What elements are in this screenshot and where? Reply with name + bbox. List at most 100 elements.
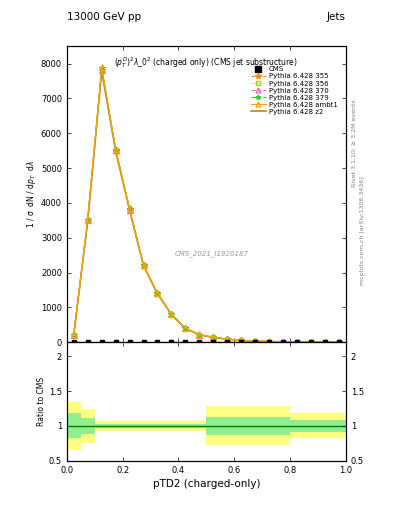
- Line: Pythia 6.428 z2: Pythia 6.428 z2: [74, 71, 339, 342]
- Pythia 6.428 356: [183, 325, 188, 331]
- Pythia 6.428 355: [99, 68, 104, 74]
- Pythia 6.428 356: [72, 332, 76, 338]
- Pythia 6.428 379: [155, 290, 160, 296]
- Pythia 6.428 379: [127, 206, 132, 212]
- Pythia 6.428 379: [85, 217, 90, 223]
- Pythia 6.428 ambt1: [197, 331, 202, 337]
- Pythia 6.428 370: [239, 337, 244, 344]
- Pythia 6.428 379: [323, 339, 327, 345]
- Line: Pythia 6.428 356: Pythia 6.428 356: [72, 66, 341, 345]
- Pythia 6.428 379: [336, 339, 341, 345]
- Pythia 6.428 370: [281, 339, 285, 345]
- Pythia 6.428 355: [253, 338, 257, 344]
- Text: 13000 GeV pp: 13000 GeV pp: [67, 12, 141, 23]
- Pythia 6.428 379: [267, 338, 272, 345]
- Pythia 6.428 379: [211, 334, 216, 340]
- Pythia 6.428 370: [295, 339, 299, 345]
- CMS: [169, 339, 174, 346]
- Pythia 6.428 ambt1: [155, 290, 160, 296]
- Text: CMS_2021_I1920187: CMS_2021_I1920187: [175, 250, 249, 257]
- Pythia 6.428 355: [267, 338, 272, 345]
- Text: Rivet 3.1.10; ≥ 3.2M events: Rivet 3.1.10; ≥ 3.2M events: [352, 99, 357, 187]
- CMS: [336, 339, 341, 346]
- Pythia 6.428 355: [323, 339, 327, 345]
- Pythia 6.428 370: [183, 325, 188, 331]
- Line: Pythia 6.428 370: Pythia 6.428 370: [71, 67, 342, 345]
- Pythia 6.428 356: [197, 332, 202, 338]
- Pythia 6.428 ambt1: [113, 145, 118, 152]
- Pythia 6.428 z2: [169, 311, 174, 317]
- Pythia 6.428 z2: [99, 68, 104, 74]
- CMS: [281, 339, 285, 346]
- Pythia 6.428 355: [169, 311, 174, 317]
- Pythia 6.428 z2: [211, 334, 216, 340]
- Pythia 6.428 z2: [239, 337, 244, 344]
- Pythia 6.428 ambt1: [253, 338, 257, 344]
- Pythia 6.428 356: [253, 338, 257, 344]
- Pythia 6.428 ambt1: [72, 331, 76, 337]
- Pythia 6.428 370: [127, 206, 132, 212]
- Line: Pythia 6.428 ambt1: Pythia 6.428 ambt1: [71, 64, 342, 345]
- CMS: [141, 339, 146, 346]
- Pythia 6.428 z2: [336, 339, 341, 345]
- Pythia 6.428 379: [113, 146, 118, 153]
- Y-axis label: Ratio to CMS: Ratio to CMS: [37, 377, 46, 426]
- CMS: [253, 339, 257, 346]
- Pythia 6.428 370: [336, 339, 341, 345]
- Pythia 6.428 355: [155, 290, 160, 296]
- Pythia 6.428 355: [295, 339, 299, 345]
- Pythia 6.428 379: [183, 325, 188, 331]
- CMS: [309, 339, 313, 346]
- Pythia 6.428 356: [127, 206, 132, 212]
- Pythia 6.428 355: [197, 332, 202, 338]
- Pythia 6.428 370: [141, 262, 146, 268]
- Pythia 6.428 356: [295, 339, 299, 345]
- Pythia 6.428 356: [309, 339, 313, 345]
- Line: Pythia 6.428 355: Pythia 6.428 355: [70, 67, 342, 346]
- Pythia 6.428 z2: [309, 339, 313, 345]
- Pythia 6.428 355: [113, 147, 118, 154]
- CMS: [211, 339, 216, 346]
- Pythia 6.428 355: [239, 337, 244, 344]
- Pythia 6.428 z2: [72, 332, 76, 338]
- Legend: CMS, Pythia 6.428 355, Pythia 6.428 356, Pythia 6.428 370, Pythia 6.428 379, Pyt: CMS, Pythia 6.428 355, Pythia 6.428 356,…: [248, 65, 340, 117]
- Pythia 6.428 356: [169, 311, 174, 317]
- Pythia 6.428 z2: [155, 291, 160, 297]
- Pythia 6.428 379: [225, 336, 230, 342]
- CMS: [183, 339, 188, 346]
- Pythia 6.428 370: [99, 67, 104, 73]
- Pythia 6.428 z2: [281, 339, 285, 345]
- Pythia 6.428 379: [72, 331, 76, 337]
- Pythia 6.428 356: [99, 66, 104, 72]
- Pythia 6.428 379: [141, 262, 146, 268]
- CMS: [72, 339, 76, 346]
- Pythia 6.428 379: [197, 331, 202, 337]
- Text: Jets: Jets: [327, 12, 346, 23]
- Pythia 6.428 356: [267, 338, 272, 345]
- Pythia 6.428 z2: [113, 148, 118, 154]
- Pythia 6.428 370: [155, 290, 160, 296]
- Pythia 6.428 ambt1: [309, 339, 313, 345]
- Pythia 6.428 356: [155, 290, 160, 296]
- Pythia 6.428 z2: [225, 336, 230, 343]
- Line: Pythia 6.428 379: Pythia 6.428 379: [71, 66, 342, 345]
- Text: $(p_T^D)^2\lambda\_0^2$ (charged only) (CMS jet substructure): $(p_T^D)^2\lambda\_0^2$ (charged only) (…: [114, 55, 298, 70]
- Pythia 6.428 ambt1: [183, 325, 188, 331]
- Pythia 6.428 356: [211, 334, 216, 340]
- Pythia 6.428 355: [336, 339, 341, 345]
- CMS: [85, 339, 90, 346]
- Pythia 6.428 355: [309, 339, 313, 345]
- Pythia 6.428 356: [225, 336, 230, 342]
- Pythia 6.428 355: [183, 325, 188, 331]
- Pythia 6.428 z2: [127, 207, 132, 214]
- CMS: [113, 339, 118, 346]
- Pythia 6.428 355: [225, 336, 230, 342]
- Pythia 6.428 ambt1: [323, 339, 327, 345]
- Pythia 6.428 370: [211, 334, 216, 340]
- Line: CMS: CMS: [72, 340, 341, 345]
- CMS: [225, 339, 230, 346]
- Pythia 6.428 370: [113, 147, 118, 154]
- Pythia 6.428 379: [309, 339, 313, 345]
- Pythia 6.428 ambt1: [211, 334, 216, 340]
- Pythia 6.428 370: [169, 311, 174, 317]
